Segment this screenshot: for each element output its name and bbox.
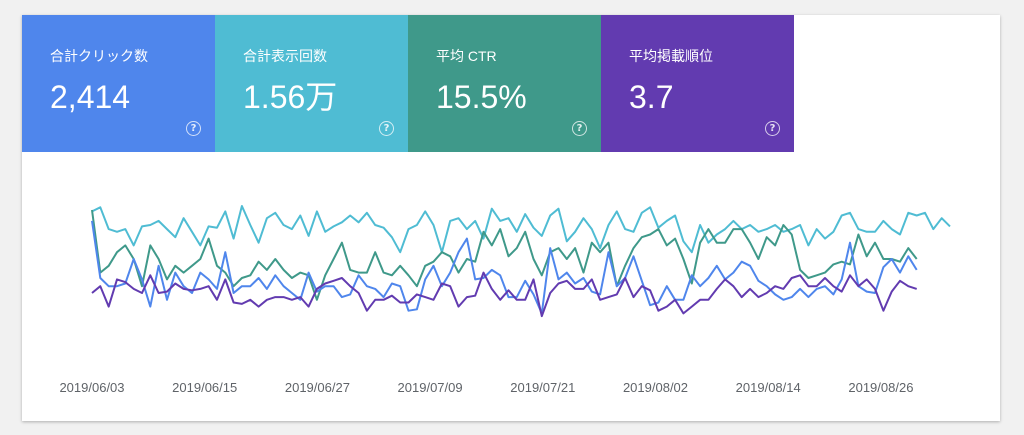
- metric-label: 平均掲載順位: [629, 48, 713, 64]
- series-line-3: [91, 271, 918, 318]
- metric-tiles: 合計クリック数 2,414 ? 合計表示回数 1.56万 ? 平均 CTR 15…: [22, 15, 794, 152]
- x-tick-label: 2019/06/27: [285, 380, 350, 395]
- x-tick-label: 2019/07/09: [398, 380, 463, 395]
- metric-label: 平均 CTR: [436, 48, 497, 64]
- help-icon[interactable]: ?: [572, 121, 587, 136]
- performance-card: 合計クリック数 2,414 ? 合計表示回数 1.56万 ? 平均 CTR 15…: [22, 15, 1000, 421]
- metric-tile-ctr[interactable]: 平均 CTR 15.5% ?: [408, 15, 601, 152]
- x-tick-label: 2019/06/03: [59, 380, 124, 395]
- metric-value: 15.5%: [436, 79, 527, 115]
- metric-tile-position[interactable]: 平均掲載順位 3.7 ?: [601, 15, 794, 152]
- performance-line-chart[interactable]: 2019/06/03 2019/06/15 2019/06/27 2019/07/09…: [22, 15, 1000, 421]
- metric-tile-impressions[interactable]: 合計表示回数 1.56万 ?: [215, 15, 408, 152]
- metric-value: 2,414: [50, 79, 131, 115]
- help-icon[interactable]: ?: [186, 121, 201, 136]
- series-line-0: [91, 205, 951, 254]
- help-icon[interactable]: ?: [379, 121, 394, 136]
- x-tick-label: 2019/07/21: [510, 380, 575, 395]
- metric-label: 合計クリック数: [50, 48, 148, 64]
- x-tick-label: 2019/08/02: [623, 380, 688, 395]
- metric-value: 3.7: [629, 79, 674, 115]
- x-tick-label: 2019/06/15: [172, 380, 237, 395]
- series-line-2: [91, 220, 918, 315]
- x-tick-label: 2019/08/14: [736, 380, 801, 395]
- help-icon[interactable]: ?: [765, 121, 780, 136]
- x-tick-label: 2019/08/26: [848, 380, 913, 395]
- metric-tile-clicks[interactable]: 合計クリック数 2,414 ?: [22, 15, 215, 152]
- series-line-1: [91, 209, 918, 301]
- metric-label: 合計表示回数: [243, 48, 327, 64]
- metric-value: 1.56万: [243, 79, 338, 115]
